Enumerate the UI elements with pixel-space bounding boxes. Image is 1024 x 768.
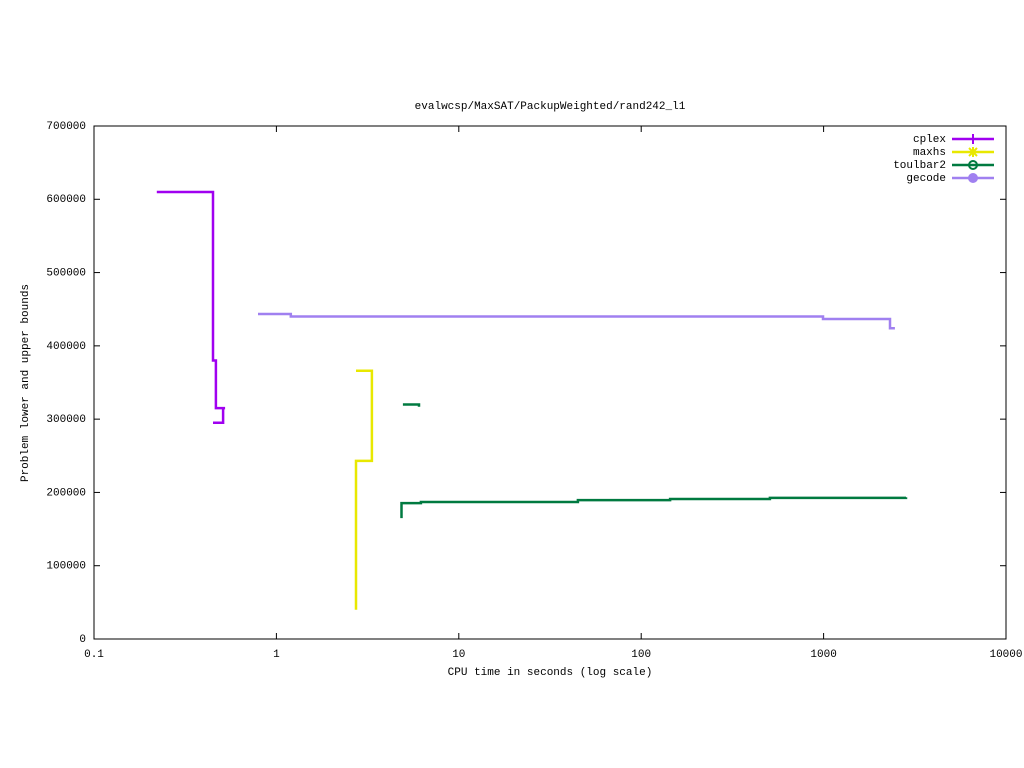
x-tick-label: 10000 <box>989 649 1022 661</box>
x-tick-label: 0.1 <box>84 649 104 661</box>
x-tick-label: 10 <box>452 649 465 661</box>
y-tick-label: 600000 <box>46 194 86 206</box>
y-tick-label: 100000 <box>46 561 86 573</box>
y-tick-label: 500000 <box>46 267 86 279</box>
legend-marker <box>968 134 978 144</box>
x-axis-label: CPU time in seconds (log scale) <box>448 667 653 679</box>
legend-label: gecode <box>906 173 946 185</box>
y-tick-label: 400000 <box>46 341 86 353</box>
legend-marker <box>968 173 978 183</box>
y-axis-label: Problem lower and upper bounds <box>20 284 32 482</box>
legend-marker <box>968 147 978 157</box>
x-tick-label: 1000 <box>810 649 836 661</box>
series-line <box>400 403 908 519</box>
legend-label: cplex <box>913 134 946 146</box>
y-tick-label: 0 <box>79 634 86 646</box>
x-tick-label: 1 <box>273 649 280 661</box>
y-tick-label: 200000 <box>46 487 86 499</box>
chart-title: evalwcsp/MaxSAT/PackupWeighted/rand242_l… <box>415 101 686 113</box>
series-line <box>258 312 895 330</box>
legend-label: maxhs <box>913 147 946 159</box>
series-line <box>354 369 374 610</box>
y-tick-label: 700000 <box>46 121 86 133</box>
y-tick-label: 300000 <box>46 414 86 426</box>
legend-marker <box>968 160 978 170</box>
series-line <box>156 190 226 425</box>
plot-frame <box>93 125 1007 640</box>
x-tick-label: 100 <box>631 649 651 661</box>
legend-label: toulbar2 <box>893 160 946 172</box>
